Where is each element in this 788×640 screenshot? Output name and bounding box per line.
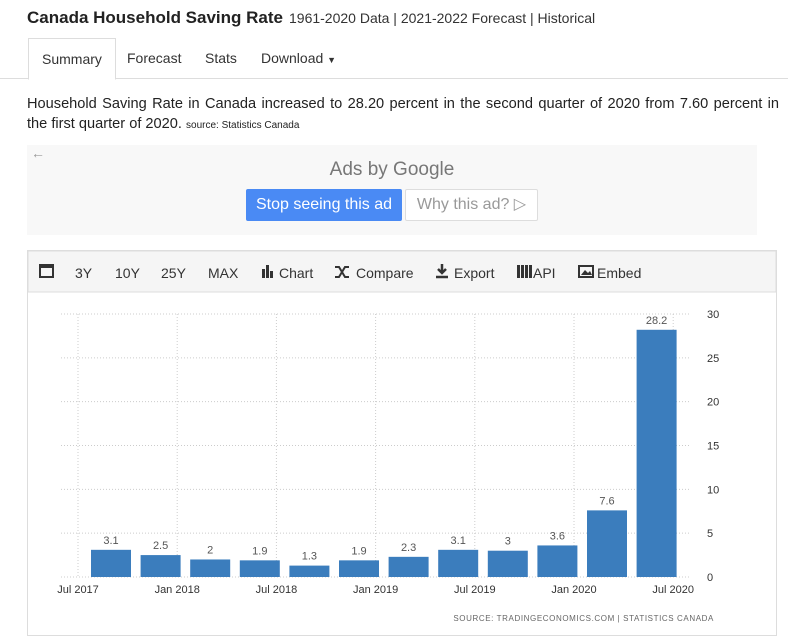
y-tick-label: 5 bbox=[707, 528, 713, 540]
chart-box: 3Y 10Y 25Y MAX Chart Compare Export API … bbox=[27, 250, 777, 636]
bar bbox=[289, 565, 330, 577]
toolbar-item[interactable]: Compare bbox=[356, 265, 414, 281]
x-tick-label: Jul 2017 bbox=[57, 584, 99, 596]
tab[interactable]: Forecast bbox=[127, 50, 182, 66]
ad: ← Ads by Google Stop seeing this ad Why … bbox=[27, 145, 757, 235]
subtitle: 1961-2020 Data | 2021-2022 Forecast | Hi… bbox=[289, 10, 596, 26]
x-tick-label: Jan 2019 bbox=[353, 584, 398, 596]
summary: Household Saving Rate in Canada increase… bbox=[27, 94, 779, 136]
x-tick-label: Jan 2018 bbox=[155, 584, 200, 596]
value-label: 3.6 bbox=[550, 530, 565, 542]
x-tick-label: Jul 2018 bbox=[256, 584, 298, 596]
y-tick-label: 25 bbox=[707, 353, 719, 365]
bar bbox=[140, 555, 181, 577]
x-tick-label: Jul 2019 bbox=[454, 584, 496, 596]
bar bbox=[587, 510, 627, 577]
why-label: Why this ad? bbox=[416, 196, 510, 213]
toolbar-item[interactable]: Export bbox=[454, 265, 495, 281]
toolbar-icons bbox=[39, 264, 594, 279]
value-label: 28.2 bbox=[646, 315, 667, 327]
value-label: 2 bbox=[207, 544, 213, 556]
x-tick-label: Jul 2020 bbox=[652, 584, 694, 596]
tabs: Summary Forecast Stats Download ▼ bbox=[0, 38, 788, 80]
bar bbox=[190, 559, 231, 577]
bar bbox=[537, 545, 578, 577]
y-tick-label: 20 bbox=[707, 397, 719, 409]
toolbar-item[interactable]: Embed bbox=[597, 265, 641, 281]
value-label: 1.9 bbox=[252, 545, 267, 557]
bar bbox=[339, 560, 379, 577]
tab[interactable]: Summary bbox=[28, 38, 116, 80]
chart: 3Y 10Y 25Y MAX Chart Compare Export API … bbox=[27, 250, 777, 623]
bar bbox=[91, 549, 131, 577]
toolbar-item[interactable]: 10Y bbox=[115, 265, 141, 281]
value-label: 7.6 bbox=[599, 495, 614, 507]
toolbar-item[interactable]: 25Y bbox=[161, 265, 187, 281]
y-tick-label: 15 bbox=[707, 441, 719, 453]
chart-source: SOURCE: TRADINGECONOMICS.COM | STATISTIC… bbox=[453, 614, 714, 623]
x-tick-label: Jan 2020 bbox=[551, 584, 596, 596]
toolbar-item[interactable]: Chart bbox=[279, 265, 313, 281]
toolbar bbox=[27, 250, 777, 293]
summary-source: source: Statistics Canada bbox=[186, 120, 300, 131]
toolbar-item[interactable]: API bbox=[533, 265, 556, 281]
value-label: 3.1 bbox=[451, 535, 466, 547]
value-label: 1.3 bbox=[302, 551, 317, 563]
toolbar-item[interactable]: 3Y bbox=[75, 265, 93, 281]
value-label: 3 bbox=[505, 536, 511, 548]
summary-text: Household Saving Rate in Canada increase… bbox=[27, 96, 779, 132]
value-label: 2.5 bbox=[153, 540, 168, 552]
page-title: Canada Household Saving Rate 1961-2020 Da… bbox=[27, 8, 595, 28]
value-label: 1.9 bbox=[351, 545, 366, 557]
tab[interactable]: Download ▼ bbox=[261, 50, 337, 66]
bar bbox=[388, 556, 429, 577]
y-tick-label: 30 bbox=[707, 309, 719, 321]
bar bbox=[239, 560, 280, 577]
ad-label: Ads by Google bbox=[329, 159, 455, 180]
bar bbox=[487, 550, 528, 577]
y-tick-label: 10 bbox=[707, 484, 719, 496]
bar bbox=[636, 329, 677, 577]
bar bbox=[438, 549, 479, 577]
why-button[interactable]: Why this ad? ▷ bbox=[405, 189, 538, 221]
value-label: 2.3 bbox=[401, 542, 416, 554]
stop-button[interactable]: Stop seeing this ad bbox=[246, 189, 402, 221]
tab-label: Download bbox=[261, 50, 324, 66]
toolbar-item[interactable]: MAX bbox=[208, 265, 239, 281]
tab[interactable]: Stats bbox=[205, 50, 237, 66]
title: Canada Household Saving Rate bbox=[27, 8, 283, 27]
y-tick-label: 0 bbox=[707, 572, 713, 584]
value-label: 3.1 bbox=[103, 535, 118, 547]
